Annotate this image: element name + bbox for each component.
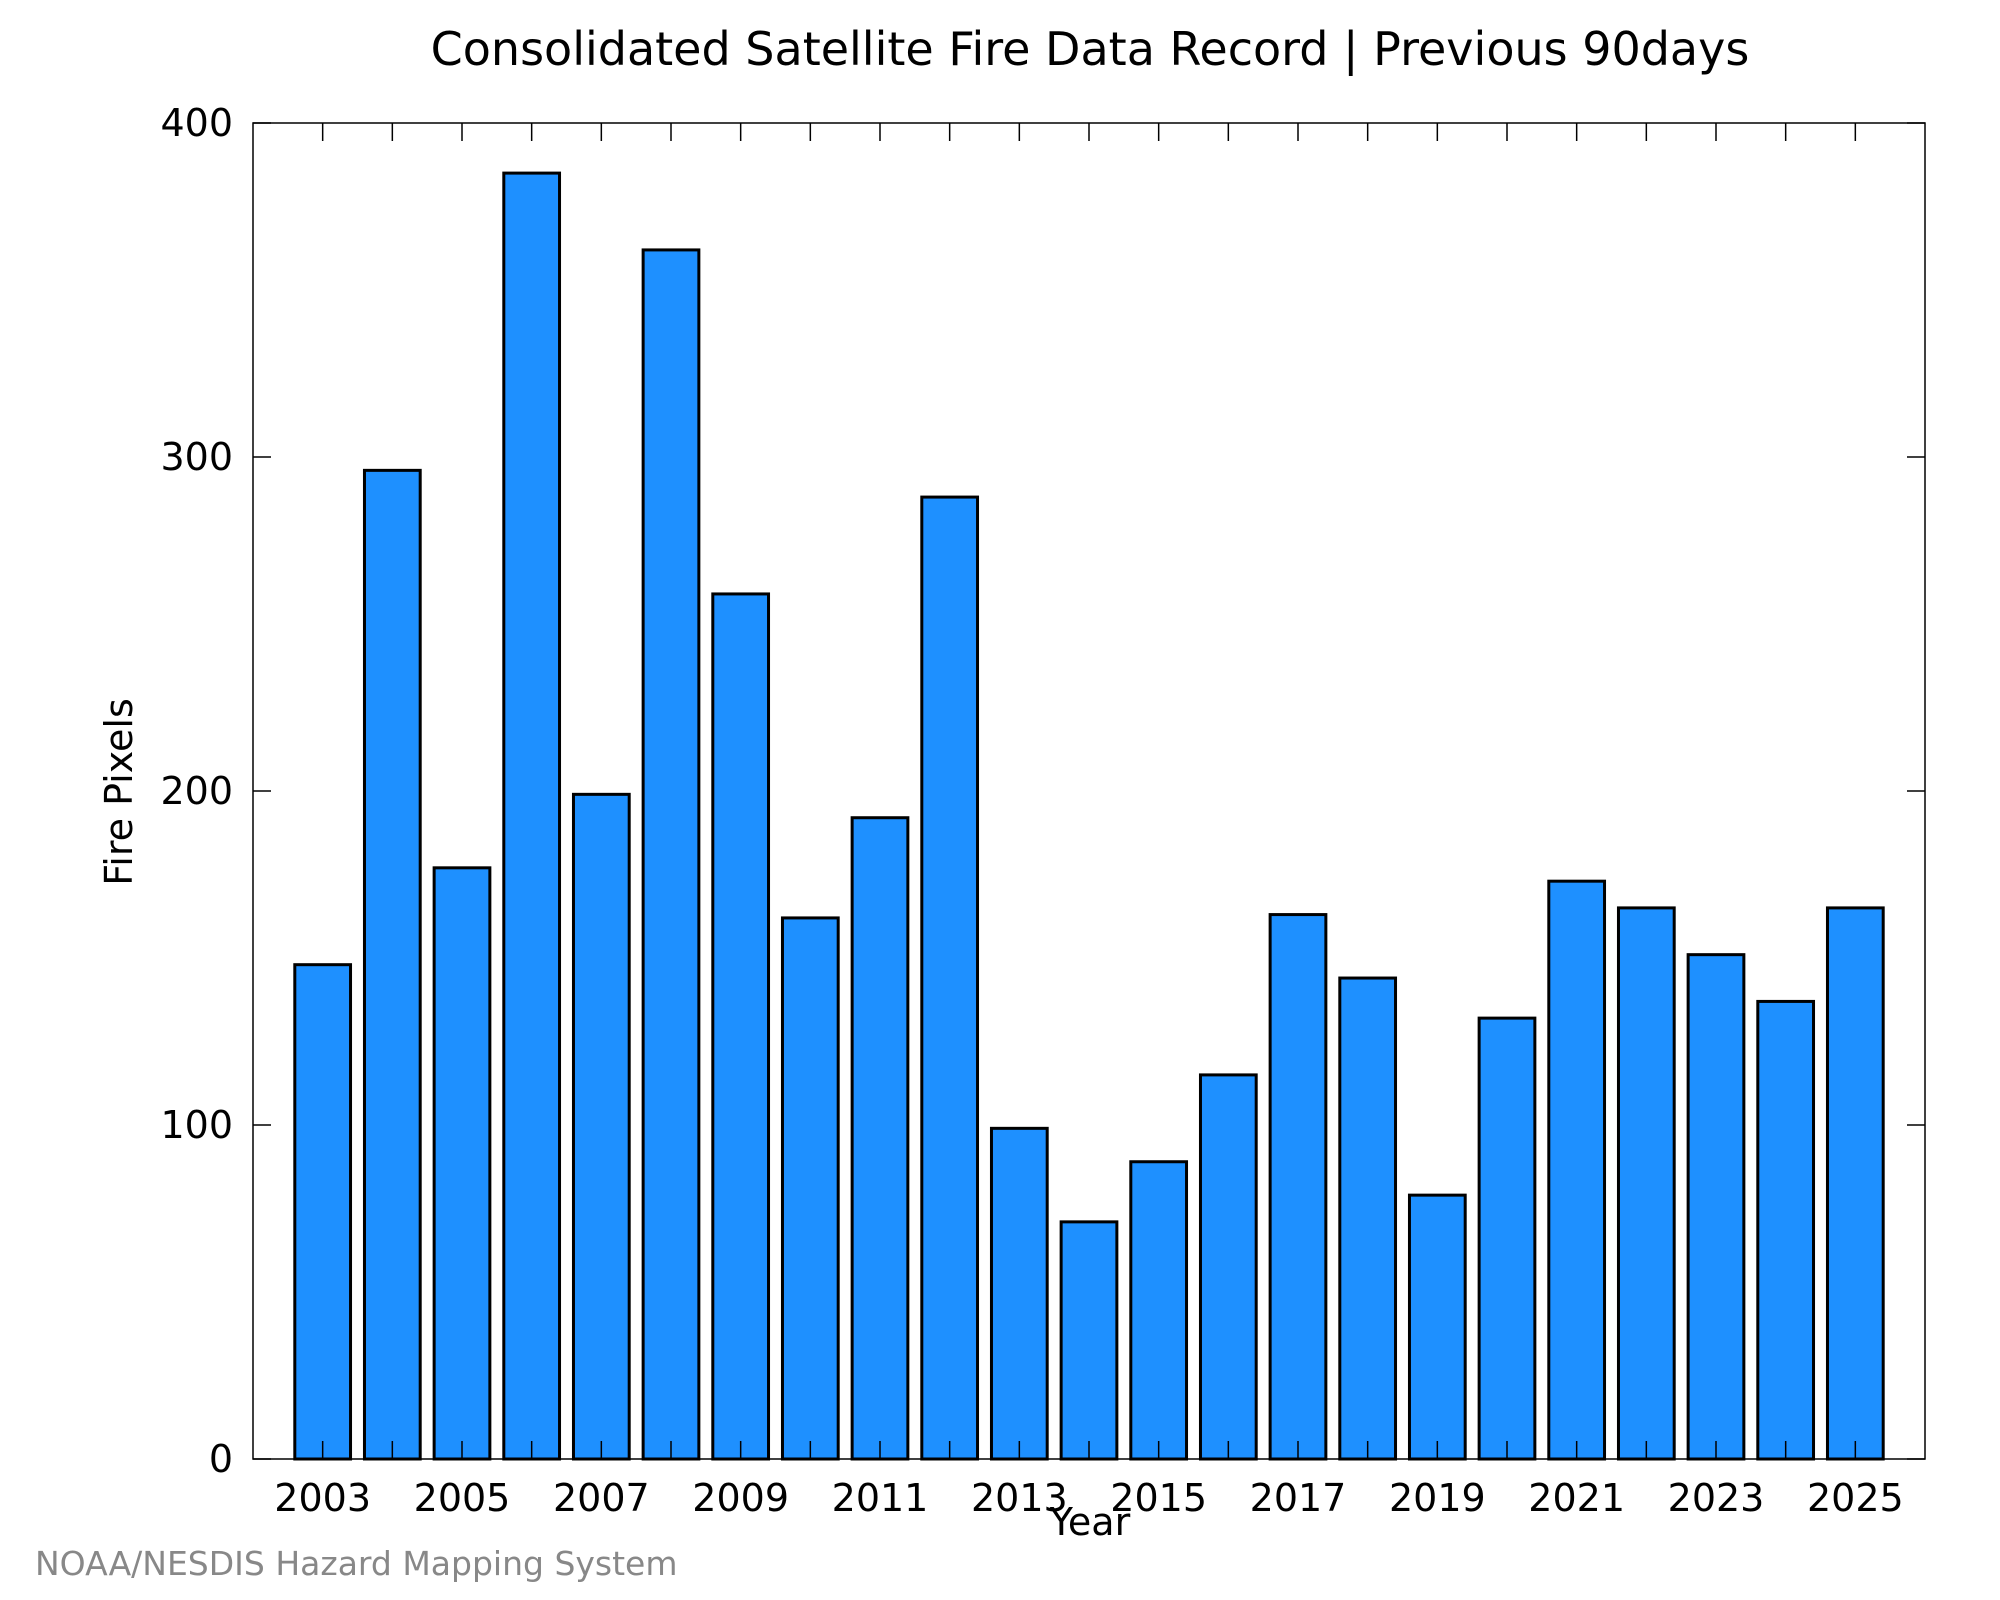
source-credit: NOAA/NESDIS Hazard Mapping System [35, 1544, 678, 1583]
y-axis-label: Fire Pixels [97, 698, 141, 886]
bar-2006 [502, 171, 562, 1461]
x-tick-label-2019: 2019 [1389, 1476, 1486, 1520]
bar-2022 [1616, 906, 1676, 1461]
bar-2024 [1756, 999, 1816, 1461]
x-tick-label-2011: 2011 [832, 1476, 929, 1520]
bar-2025 [1825, 906, 1885, 1461]
bar-2008 [641, 248, 701, 1461]
bar-2020 [1477, 1016, 1537, 1461]
x-tick-label-2005: 2005 [414, 1476, 511, 1520]
bar-2010 [780, 916, 840, 1461]
bar-2018 [1338, 976, 1398, 1461]
bar-2015 [1129, 1160, 1189, 1461]
bar-2021 [1547, 879, 1607, 1461]
x-axis-label: Year [1049, 1500, 1131, 1544]
x-tick-label-2015: 2015 [1110, 1476, 1207, 1520]
bar-2017 [1268, 913, 1328, 1461]
y-tick-label-300: 300 [160, 435, 233, 479]
bar-2009 [711, 592, 771, 1461]
bar-2004 [362, 468, 422, 1461]
bar-2016 [1198, 1073, 1258, 1461]
x-tick-label-2003: 2003 [274, 1476, 371, 1520]
plot-area: 0 100 200 300 400 2003 2005 2007 2009 2011 2013 201… [160, 101, 1926, 1520]
y-tick-label-100: 100 [160, 1103, 233, 1147]
bar-2007 [571, 792, 631, 1461]
x-tick-label-2021: 2021 [1528, 1476, 1625, 1520]
x-tick-label-2013: 2013 [971, 1476, 1068, 1520]
x-tick-label-2017: 2017 [1250, 1476, 1347, 1520]
y-tick-label-400: 400 [160, 101, 233, 145]
chart-title: Consolidated Satellite Fire Data Record … [431, 22, 1750, 77]
bar-2011 [850, 816, 910, 1461]
x-tick-label-2009: 2009 [692, 1476, 789, 1520]
y-tick-label-200: 200 [160, 769, 233, 813]
x-tick-label-2007: 2007 [553, 1476, 650, 1520]
y-tick-label-0: 0 [209, 1437, 233, 1481]
bar-2013 [989, 1126, 1049, 1461]
bar-2003 [293, 963, 353, 1461]
x-tick-label-2025: 2025 [1807, 1476, 1904, 1520]
bar-2014 [1059, 1220, 1119, 1461]
bar-2023 [1686, 953, 1746, 1461]
bar-2019 [1407, 1193, 1467, 1461]
bar-2012 [920, 495, 980, 1461]
bar-2005 [432, 866, 492, 1461]
x-tick-label-2023: 2023 [1668, 1476, 1765, 1520]
